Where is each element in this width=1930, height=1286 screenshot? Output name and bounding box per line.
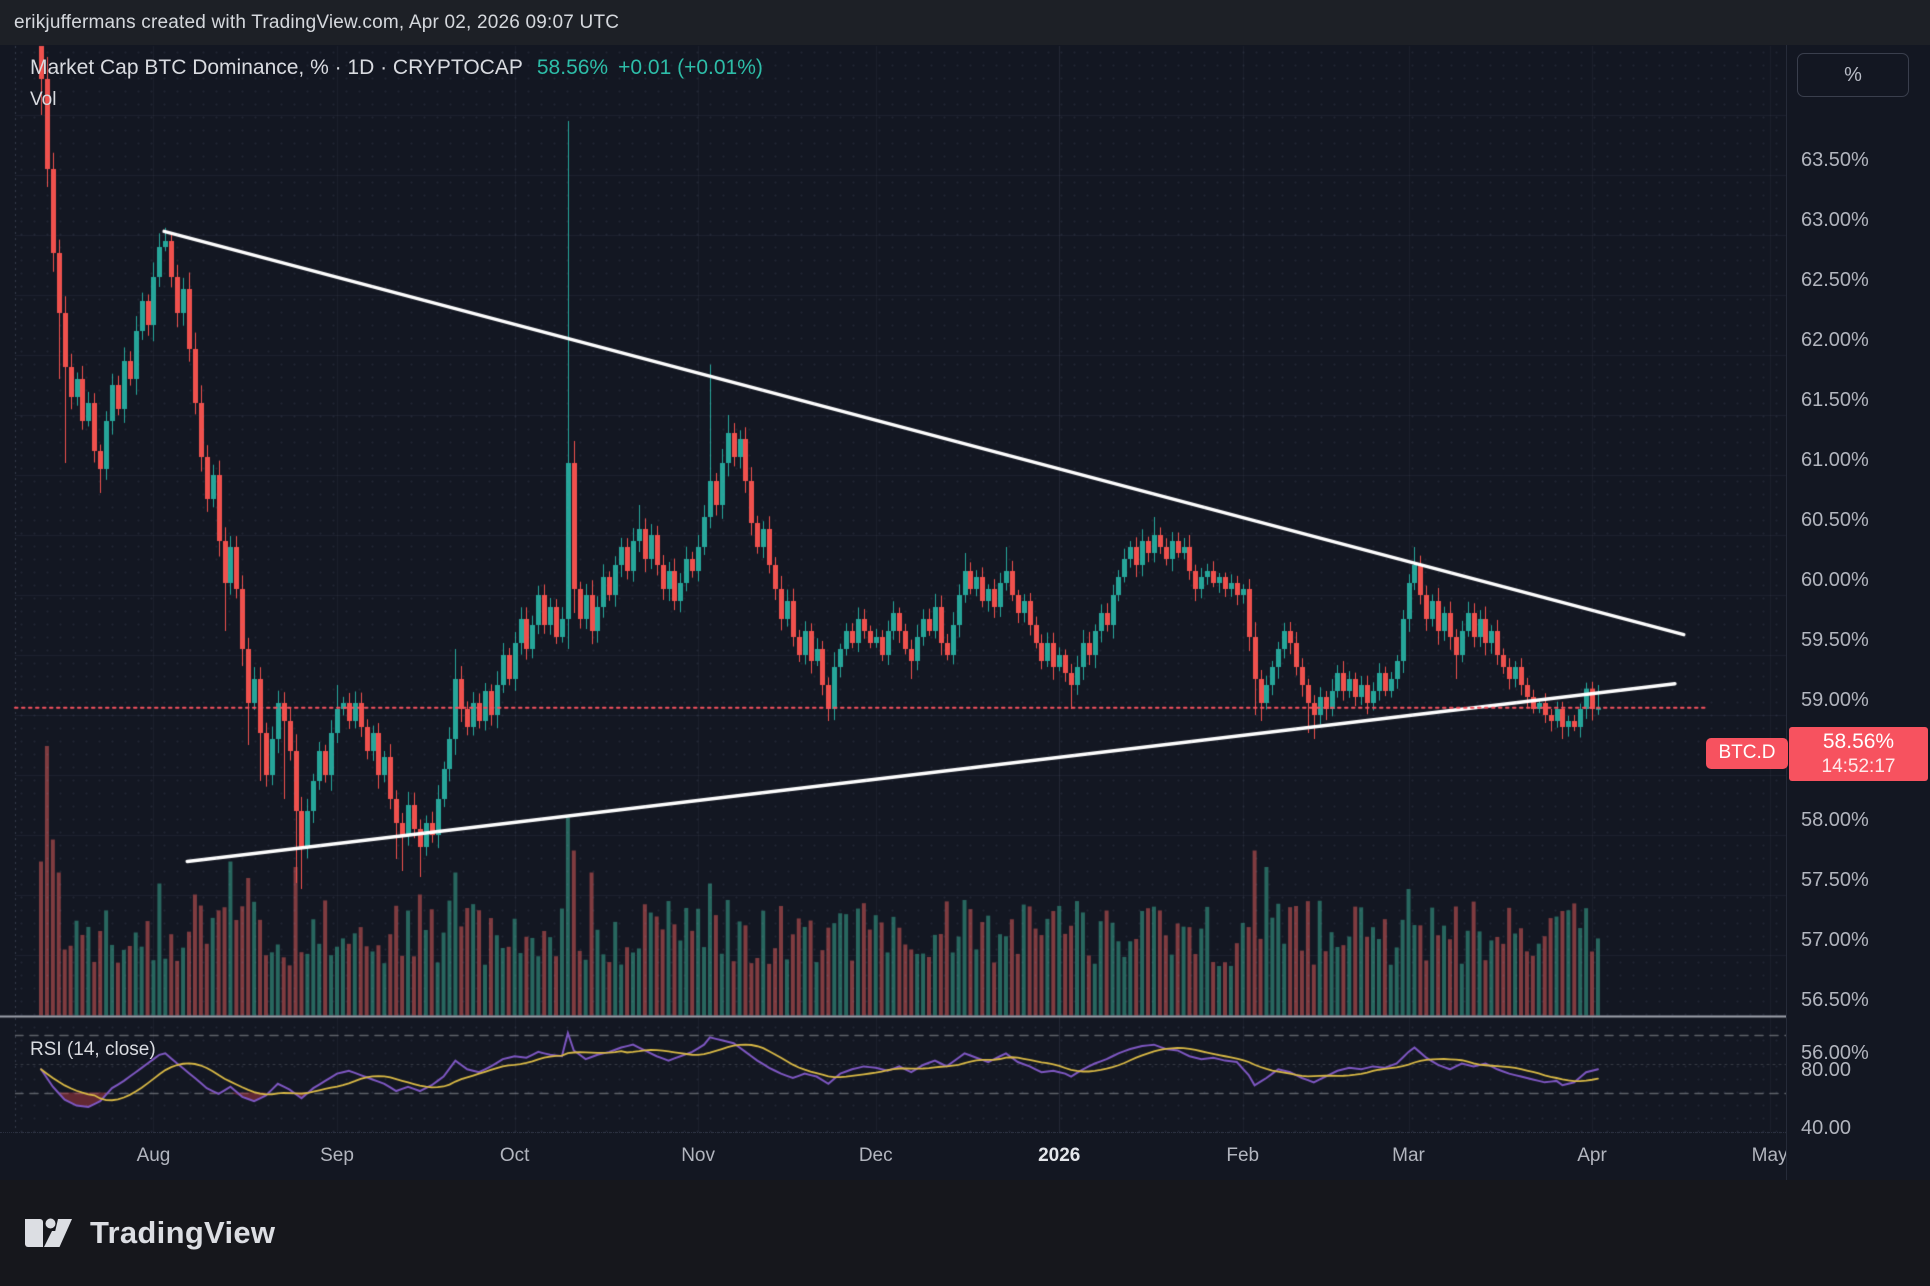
price-label: 58.00%: [1801, 809, 1869, 831]
chart-area[interactable]: Market Cap BTC Dominance, % · 1D · CRYPT…: [0, 45, 1930, 1180]
price-axis[interactable]: % 63.50% 63.00% 62.50% 62.00% 61.50% 61.00% 60…: [1786, 45, 1930, 1180]
last-price-value: 58.56%: [1822, 729, 1895, 753]
rsi-axis-label: 40.00: [1801, 1117, 1852, 1139]
tradingview-logo-icon: [25, 1218, 72, 1247]
time-label-Apr: Apr: [1577, 1145, 1607, 1166]
rsi-indicator-label[interactable]: RSI (14, close): [30, 1039, 156, 1060]
price-label: 59.50%: [1801, 629, 1869, 651]
time-label-Mar: Mar: [1392, 1145, 1425, 1166]
price-label: 57.50%: [1801, 869, 1869, 891]
time-label-Feb: Feb: [1226, 1145, 1260, 1166]
price-label: 56.50%: [1801, 989, 1869, 1011]
rsi-axis-label: 80.00: [1801, 1059, 1852, 1081]
footer: TradingView: [0, 1180, 1930, 1286]
time-label-Sep: Sep: [320, 1145, 354, 1166]
tradingview-logo-text: TradingView: [90, 1215, 276, 1250]
price-label: 63.00%: [1801, 209, 1869, 231]
price-label: 61.50%: [1801, 389, 1869, 411]
price-label: 57.00%: [1801, 929, 1869, 951]
price-label: 59.00%: [1801, 689, 1869, 711]
time-axis[interactable]: Aug Sep Oct Nov Dec 2026 Feb Mar Apr May: [0, 1132, 1930, 1181]
last-price-symbol-flag[interactable]: BTC.D: [1706, 737, 1788, 769]
time-label-Aug: Aug: [136, 1145, 171, 1166]
change-value: +0.01 (+0.01%): [618, 56, 763, 79]
price-chart-canvas[interactable]: [0, 45, 1930, 1180]
volume-indicator-label[interactable]: Vol: [30, 89, 57, 110]
time-label-Dec: Dec: [858, 1145, 893, 1166]
last-price-tag: 58.56% 14:52:17: [1789, 726, 1928, 781]
attribution-text: erikjuffermans created with TradingView.…: [14, 11, 620, 33]
attribution-bar: erikjuffermans created with TradingView.…: [0, 0, 1930, 45]
percent-scale-button[interactable]: %: [1797, 53, 1909, 97]
last-value: 58.56%: [536, 56, 609, 79]
bar-countdown: 14:52:17: [1821, 755, 1896, 777]
symbol-title[interactable]: Market Cap BTC Dominance, % · 1D · CRYPT…: [30, 56, 523, 79]
time-label-Oct: Oct: [499, 1145, 530, 1166]
price-label: 62.00%: [1801, 329, 1869, 351]
price-label: 62.50%: [1801, 269, 1869, 291]
price-label: 60.50%: [1801, 509, 1869, 531]
tradingview-logo[interactable]: TradingView: [22, 1211, 275, 1255]
price-label: 60.00%: [1801, 569, 1869, 591]
time-label-May: May: [1751, 1145, 1788, 1166]
price-label: 56.00%: [1801, 1042, 1869, 1064]
symbol-header[interactable]: Market Cap BTC Dominance, % · 1D · CRYPT…: [30, 56, 763, 80]
price-label: 63.50%: [1801, 149, 1869, 171]
time-label-2026: 2026: [1038, 1145, 1081, 1166]
price-label: 61.00%: [1801, 449, 1869, 471]
time-label-Nov: Nov: [681, 1145, 716, 1166]
